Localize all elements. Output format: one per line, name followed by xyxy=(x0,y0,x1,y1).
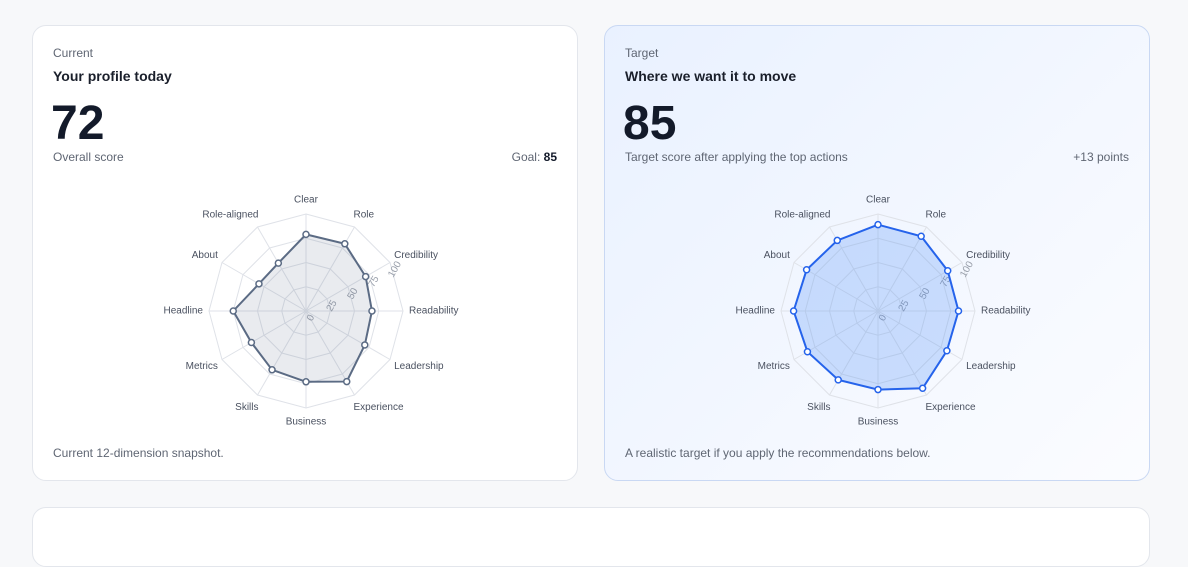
radar-point xyxy=(789,307,798,315)
axis-label: Leadership xyxy=(966,361,1016,372)
radar-point xyxy=(342,377,351,386)
card-title: Where we want it to move xyxy=(625,68,797,84)
score: 85 xyxy=(623,97,677,150)
axis-label: Business xyxy=(858,417,899,428)
radar-point xyxy=(274,259,283,267)
axis-label: Experience xyxy=(926,402,976,413)
radar-point xyxy=(368,307,376,315)
r-tick-label: 0 xyxy=(305,313,318,324)
axis-label: Headline xyxy=(164,306,204,317)
axis-label: About xyxy=(192,250,218,261)
radar-point xyxy=(341,240,349,248)
axis-label: Clear xyxy=(866,195,891,206)
radar-chart: 0255075100ClearRoleCredibilityReadabilit… xyxy=(736,195,1031,428)
radar-area xyxy=(792,223,960,391)
goal: Goal: 85 xyxy=(512,150,557,164)
radar-point xyxy=(802,266,811,274)
radar-point xyxy=(361,341,369,349)
radar-point xyxy=(954,307,963,315)
radar-point xyxy=(361,272,370,281)
r-tick-label: 50 xyxy=(346,286,361,302)
axis-label: Clear xyxy=(294,195,319,206)
goal-value: 85 xyxy=(543,150,557,164)
axis-label: Readability xyxy=(409,306,458,317)
axis-label: Role-aligned xyxy=(202,210,258,221)
axis-label: Credibility xyxy=(394,250,438,261)
r-tick-label: 100 xyxy=(386,259,404,279)
axis-label: Experience xyxy=(354,402,404,413)
axis-label: Skills xyxy=(807,402,830,413)
axis-label: Business xyxy=(286,417,327,428)
spoke xyxy=(305,262,391,312)
radar-point xyxy=(918,384,927,393)
radar-point xyxy=(302,378,310,386)
radar-point xyxy=(255,280,263,288)
goal-label: Goal: xyxy=(511,150,541,164)
spoke xyxy=(221,310,307,360)
radar-area xyxy=(232,233,373,383)
delta: +13 points xyxy=(1073,150,1129,164)
target-card: Target Where we want it to move 85 Targe… xyxy=(604,25,1150,481)
axis-label: Readability xyxy=(981,306,1030,317)
radar-point xyxy=(943,266,952,275)
score: 72 xyxy=(51,97,105,150)
radar-point xyxy=(874,220,882,229)
score-label: Target score after applying the top acti… xyxy=(625,150,848,164)
spoke xyxy=(877,226,927,312)
radar-point xyxy=(302,230,310,239)
radar-point xyxy=(268,366,276,374)
axis-label: Metrics xyxy=(758,361,790,372)
r-tick-label: 100 xyxy=(958,259,976,279)
axis-label: Role-aligned xyxy=(774,210,830,221)
radar-point xyxy=(833,236,842,245)
eyebrow: Current xyxy=(53,46,94,60)
actions-card xyxy=(32,507,1150,567)
footer: Current 12-dimension snapshot. xyxy=(53,446,224,460)
radar-point xyxy=(943,347,951,355)
axis-label: Leadership xyxy=(394,361,444,372)
spoke xyxy=(257,310,307,396)
radar-point xyxy=(803,347,812,356)
axis-label: About xyxy=(764,250,790,261)
axis-label: Headline xyxy=(736,306,776,317)
radar-point xyxy=(247,338,256,347)
spoke xyxy=(877,310,927,396)
axis-label: Credibility xyxy=(966,250,1010,261)
spoke xyxy=(305,310,391,360)
r-tick-label: 75 xyxy=(367,274,382,290)
r-tick-label: 0 xyxy=(877,313,890,324)
radar-point xyxy=(834,376,842,384)
r-tick-label: 25 xyxy=(325,298,340,314)
axis-label: Skills xyxy=(235,402,258,413)
current-card: Current Your profile today 72 Overall sc… xyxy=(32,25,578,481)
eyebrow: Target xyxy=(625,46,659,60)
axis-label: Role xyxy=(926,210,947,221)
card-title: Your profile today xyxy=(53,68,172,84)
r-tick-label: 25 xyxy=(897,298,912,314)
spoke xyxy=(221,262,307,312)
axis-label: Role xyxy=(354,210,375,221)
r-tick-label: 50 xyxy=(918,286,933,302)
radar-point xyxy=(917,232,925,240)
radar-point xyxy=(229,307,237,315)
radar-point xyxy=(874,385,882,394)
spoke xyxy=(257,226,307,312)
score-label: Overall score xyxy=(53,150,124,164)
footer: A realistic target if you apply the reco… xyxy=(625,446,931,460)
page: Current Your profile today 72 Overall sc… xyxy=(32,25,1150,567)
axis-label: Metrics xyxy=(186,361,218,372)
